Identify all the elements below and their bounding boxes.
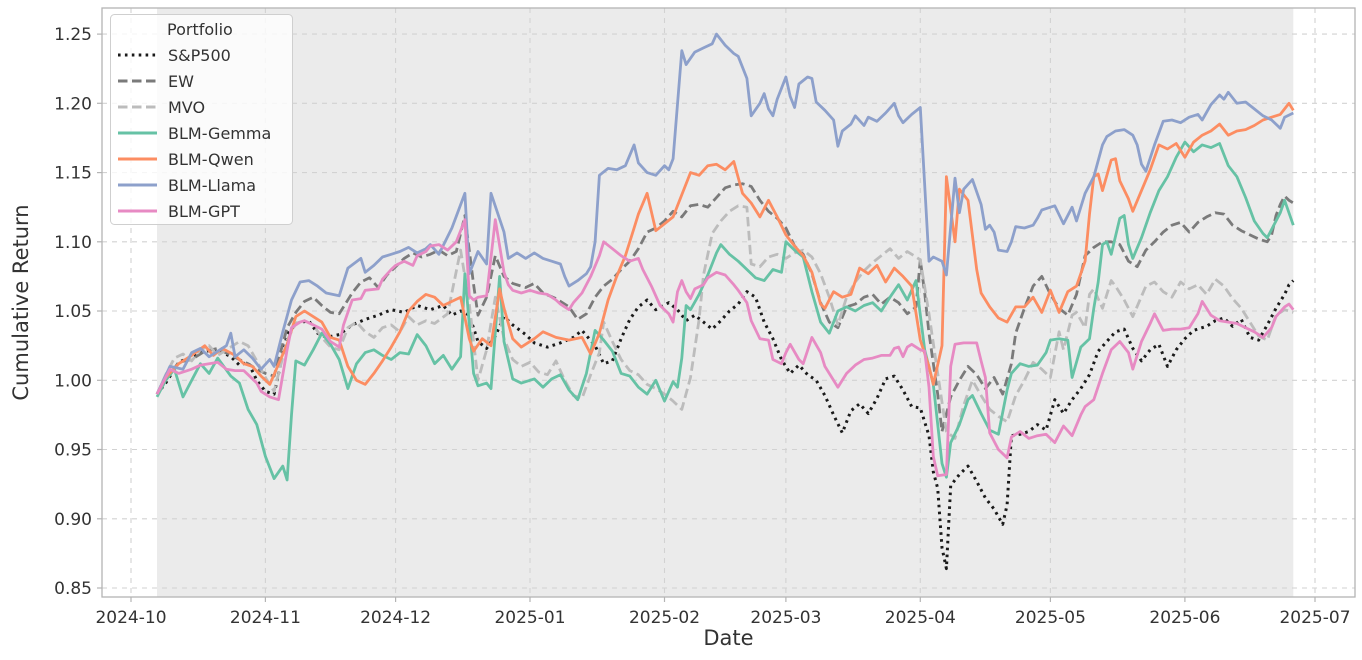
- x-tick-label: 2025-04: [885, 608, 956, 628]
- x-tick-label: 2025-02: [629, 608, 700, 628]
- x-tick-label: 2025-06: [1149, 608, 1220, 628]
- legend-box: [110, 14, 293, 225]
- x-axis-title: Date: [703, 626, 754, 650]
- series-line-BLM-Gemma: [155, 140, 1295, 482]
- legend-label-EW: EW: [168, 72, 194, 91]
- series-line-S&P500: [155, 279, 1295, 571]
- series-line-BLM-Llama: [155, 32, 1294, 395]
- y-tick-label: 1.20: [54, 94, 92, 114]
- y-tick-label: 1.25: [54, 25, 92, 45]
- x-tick-label: 2024-11: [230, 608, 301, 628]
- y-axis-title: Cumulative Return: [9, 204, 33, 401]
- x-tick-label: 2025-05: [1015, 608, 1086, 628]
- x-tick-label: 2025-01: [494, 608, 565, 628]
- legend-label-BLM-Gemma: BLM-Gemma: [168, 124, 271, 143]
- legend-title: Portfolio: [167, 20, 233, 39]
- x-tick-label: 2025-07: [1279, 608, 1350, 628]
- x-tick-label: 2025-03: [750, 608, 821, 628]
- x-tick-label: 2024-12: [360, 608, 431, 628]
- y-tick-label: 0.85: [54, 579, 92, 599]
- legend: Portfolio S&P500 EW MVO BLM-Gemma BLM-Qwen BLM…: [110, 14, 293, 225]
- y-tick-label: 0.90: [54, 510, 92, 530]
- legend-label-MVO: MVO: [168, 98, 205, 117]
- legend-label-S&P500: S&P500: [168, 46, 231, 65]
- y-tick-label: 1.00: [54, 371, 92, 391]
- y-tick-label: 1.15: [54, 164, 92, 184]
- x-tick-label: 2024-10: [95, 608, 166, 628]
- series-line-BLM-Qwen: [155, 101, 1295, 395]
- legend-label-BLM-GPT: BLM-GPT: [168, 202, 240, 221]
- series-line-BLM-GPT: [155, 218, 1295, 478]
- data-span-shading: [157, 8, 1294, 597]
- y-tick-label: 1.10: [54, 233, 92, 253]
- y-tick-label: 0.95: [54, 441, 92, 461]
- legend-label-BLM-Llama: BLM-Llama: [168, 176, 256, 195]
- legend-label-BLM-Qwen: BLM-Qwen: [168, 150, 254, 169]
- series-line-MVO: [155, 204, 1294, 440]
- plot-frame: [101, 7, 1356, 598]
- y-tick-label: 1.05: [54, 302, 92, 322]
